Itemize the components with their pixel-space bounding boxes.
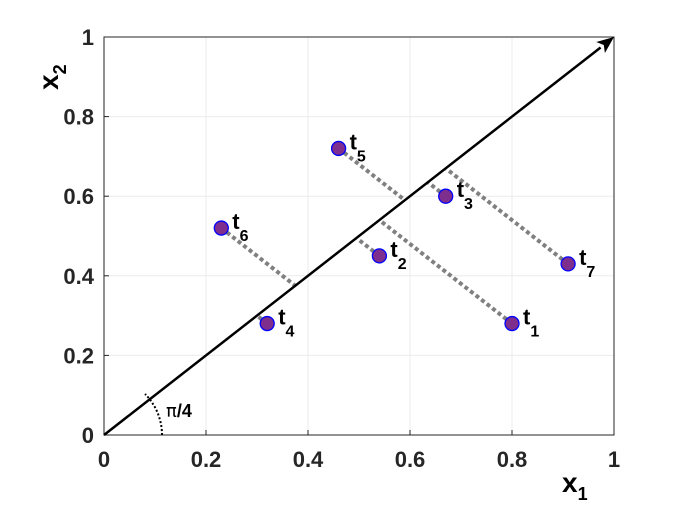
- x-tick-label: 0.2: [191, 447, 222, 472]
- x-tick-label: 0.4: [293, 447, 324, 472]
- x-tick-label: 0.8: [497, 447, 528, 472]
- axis-ticks: 0 0.2 0.4 0.6 0.8 1 0 0.2 0.4 0.6 0.8 1: [63, 25, 620, 472]
- x-tick-label: 0.6: [395, 447, 426, 472]
- x-tick-label: 1: [608, 447, 620, 472]
- projection-lines: [220, 146, 570, 326]
- y-tick-label: 0.6: [63, 184, 94, 209]
- projection-line-t6: [220, 226, 297, 288]
- angle-label: π/4: [166, 401, 192, 422]
- projection-line-t5: [337, 146, 407, 202]
- projection-line-t7: [444, 166, 570, 266]
- point-label-t6: t6: [232, 209, 248, 245]
- point-label-t5: t5: [350, 129, 366, 165]
- angle-arc: [144, 393, 163, 436]
- x-tick-label: 0: [98, 447, 110, 472]
- point-t6: [213, 220, 229, 236]
- plot-area: [103, 36, 615, 436]
- diagonal-line: [103, 46, 602, 436]
- y-tick-label: 0.4: [63, 264, 94, 289]
- projection-line-t1: [378, 218, 514, 326]
- point-label-t3: t3: [457, 177, 473, 213]
- point-t4: [259, 315, 275, 332]
- projection-line-t2: [355, 236, 381, 258]
- point-label-t2: t2: [390, 237, 406, 273]
- point-label-t7: t7: [579, 245, 595, 281]
- point-t1: [504, 315, 520, 332]
- data-points: t1 t2 t3 t4 t5 t6 t7: [213, 129, 595, 341]
- point-t7: [560, 256, 576, 272]
- x-axis-label: x1: [562, 467, 588, 504]
- point-t5: [330, 140, 347, 157]
- y-tick-label: 0.2: [63, 343, 94, 368]
- arrow-head: [596, 37, 614, 53]
- point-label-t4: t4: [278, 305, 294, 341]
- angle-annotation: π/4: [144, 393, 192, 436]
- diagonal-line-group: [103, 37, 614, 436]
- y-tick-label: 0: [82, 423, 94, 448]
- point-t2: [371, 248, 388, 264]
- y-tick-label: 0.8: [63, 105, 94, 130]
- y-tick-label: 1: [82, 25, 94, 50]
- point-label-t1: t1: [523, 305, 539, 341]
- y-axis-label: x2: [33, 64, 70, 90]
- point-t3: [438, 188, 454, 204]
